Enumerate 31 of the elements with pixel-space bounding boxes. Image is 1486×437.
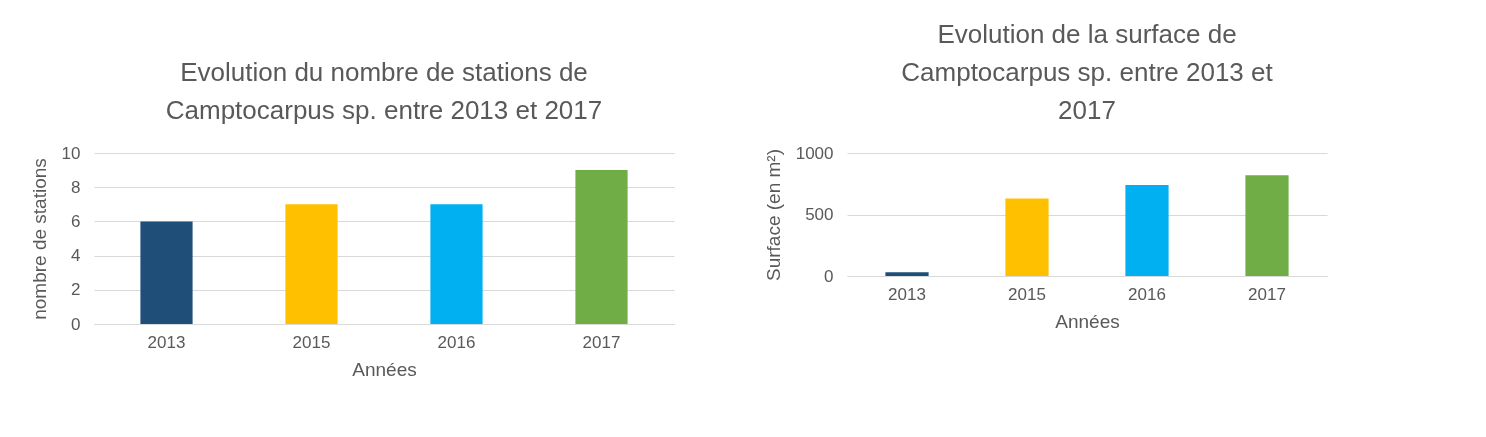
- bar: [285, 204, 338, 324]
- y-tick-label: 4: [71, 246, 81, 266]
- bar: [430, 204, 483, 324]
- bar: [575, 170, 628, 324]
- y-tick-label: 2: [71, 280, 81, 300]
- x-tick-label: 2013: [147, 332, 186, 352]
- chart-title: Evolution de la surface de Camptocarpus sp. entre 2013 et 2017: [901, 19, 1274, 125]
- x-tick-label: 2015: [1008, 284, 1046, 304]
- x-tick-label: 2016: [1128, 284, 1166, 304]
- y-tick-label: 0: [71, 314, 81, 334]
- y-tick-label: 500: [805, 205, 834, 224]
- x-tick-label: 2013: [888, 284, 926, 304]
- bar: [885, 272, 929, 276]
- chart-title: Evolution du nombre de stations de Camptocarpus sp. entre 2013 et 2017: [165, 57, 603, 125]
- bar: [140, 221, 193, 324]
- x-tick-label: 2015: [292, 332, 331, 352]
- y-axis-title: nombre de stations: [28, 158, 50, 320]
- x-tick-label: 2017: [582, 332, 621, 352]
- bar: [1005, 198, 1049, 276]
- y-axis-title: Surface (en m²): [762, 149, 784, 281]
- bar: [1125, 184, 1169, 276]
- x-axis-title: Années: [1055, 310, 1120, 332]
- bar: [1245, 175, 1289, 276]
- y-tick-label: 1000: [795, 143, 834, 163]
- y-tick-label: 6: [71, 211, 81, 231]
- y-tick-label: 8: [71, 177, 81, 197]
- y-tick-label: 10: [61, 143, 81, 163]
- x-tick-label: 2016: [437, 332, 476, 352]
- y-tick-label: 0: [824, 266, 834, 286]
- x-axis-title: Années: [352, 358, 417, 380]
- x-tick-label: 2017: [1248, 284, 1286, 304]
